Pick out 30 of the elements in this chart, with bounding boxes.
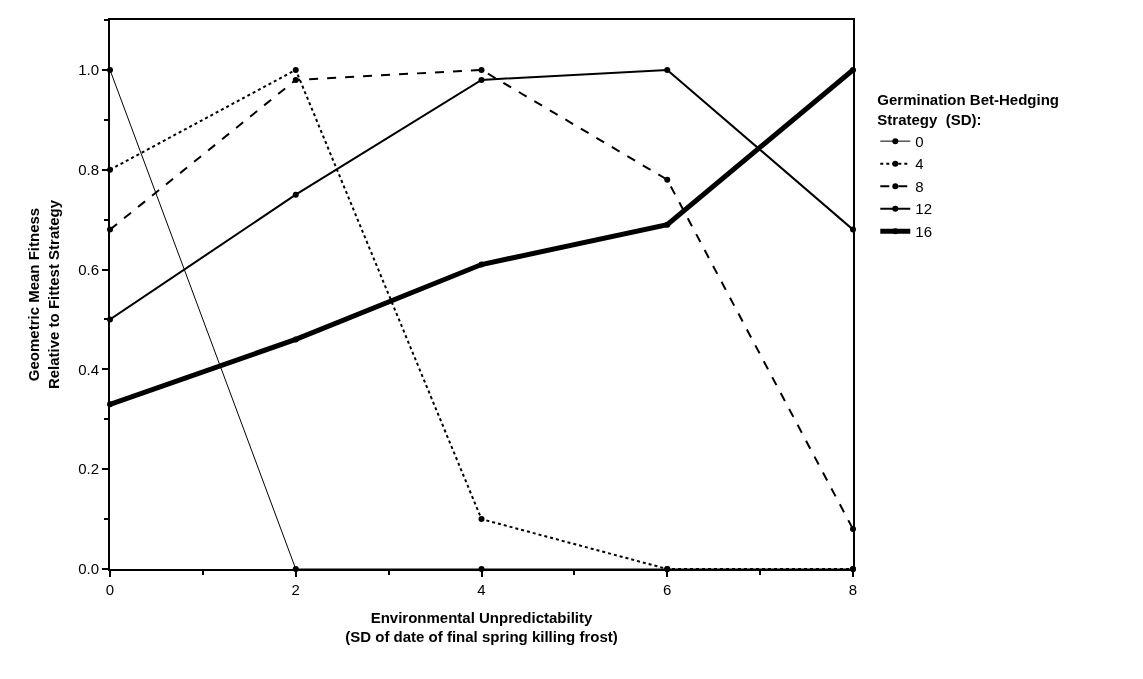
- point: [664, 176, 671, 183]
- point: [478, 261, 485, 268]
- legend-label: 8: [915, 177, 924, 195]
- x-tick-label: 4: [477, 581, 486, 598]
- x-tick-label: 8: [848, 581, 858, 598]
- x-tick-label: 0: [105, 581, 115, 598]
- y-tick-label: 0.4: [78, 360, 99, 378]
- legend-title: Germination Bet-Hedging Strategy (SD):: [877, 91, 1059, 128]
- point: [292, 191, 299, 198]
- point: [664, 66, 671, 73]
- x-tick-label: 6: [663, 581, 672, 598]
- legend-label: 4: [915, 155, 924, 173]
- legend-label: 16: [915, 222, 932, 240]
- x-axis-title: Environmental Unpredictability (SD of date of final spring killing frost): [345, 608, 618, 645]
- legend-label: 0: [915, 132, 924, 150]
- point: [292, 66, 299, 73]
- y-axis-title: Geometric Mean Fitness Relative to Fittest Strategy: [25, 199, 62, 390]
- y-tick-label: 1.0: [78, 61, 99, 79]
- point: [292, 76, 299, 83]
- point: [478, 66, 485, 73]
- y-tick-label: 0.6: [78, 260, 99, 278]
- point: [664, 221, 671, 228]
- y-tick-label: 0.2: [78, 460, 99, 478]
- point: [478, 516, 485, 523]
- y-tick-label: 0.8: [78, 160, 99, 178]
- point: [292, 336, 299, 343]
- x-tick-label: 2: [291, 581, 300, 598]
- y-tick-label: 0.0: [78, 560, 99, 578]
- legend-label: 12: [915, 200, 932, 218]
- point: [478, 76, 485, 83]
